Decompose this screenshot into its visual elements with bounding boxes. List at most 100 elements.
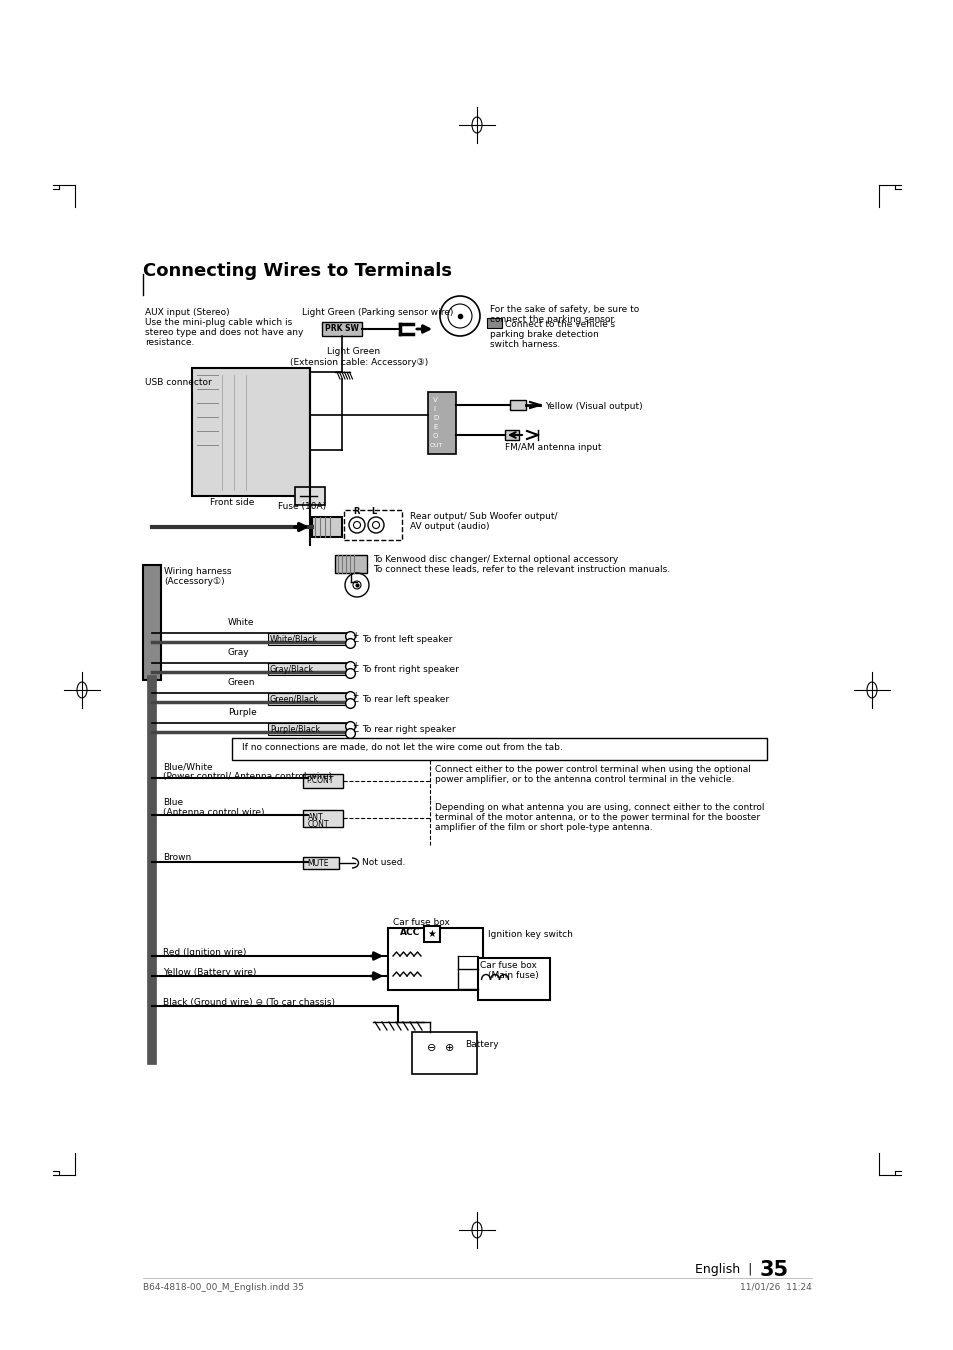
- Text: Use the mini-plug cable which is: Use the mini-plug cable which is: [145, 319, 292, 327]
- Text: To rear right speaker: To rear right speaker: [361, 725, 456, 734]
- Text: E: E: [433, 424, 436, 431]
- Text: Wiring harness: Wiring harness: [164, 567, 232, 576]
- Text: Car fuse box: Car fuse box: [479, 961, 537, 971]
- Bar: [232, 738, 766, 760]
- Text: Connect either to the power control terminal when using the optional: Connect either to the power control term…: [435, 765, 750, 774]
- Bar: [268, 663, 346, 675]
- Text: To connect these leads, refer to the relevant instruction manuals.: To connect these leads, refer to the rel…: [373, 566, 669, 574]
- Text: −: −: [352, 667, 358, 676]
- Bar: [294, 487, 325, 505]
- Bar: [335, 555, 367, 572]
- Text: FM/AM antenna input: FM/AM antenna input: [504, 443, 601, 452]
- Text: +: +: [352, 690, 358, 699]
- Text: ⊕: ⊕: [445, 1044, 455, 1053]
- Bar: [412, 1031, 476, 1075]
- Text: Red (Ignition wire): Red (Ignition wire): [163, 948, 246, 957]
- Text: English  |: English |: [695, 1264, 752, 1276]
- Text: (Accessory①): (Accessory①): [164, 576, 224, 586]
- Bar: [504, 431, 518, 440]
- Text: power amplifier, or to the antenna control terminal in the vehicle.: power amplifier, or to the antenna contr…: [435, 775, 734, 784]
- Text: 35: 35: [760, 1260, 788, 1280]
- Text: Depending on what antenna you are using, connect either to the control: Depending on what antenna you are using,…: [435, 803, 763, 811]
- Text: Black (Ground wire) ⊖ (To car chassis): Black (Ground wire) ⊖ (To car chassis): [163, 998, 335, 1007]
- Text: −: −: [352, 637, 358, 647]
- Text: P.CONT: P.CONT: [306, 776, 333, 784]
- Text: connect the parking sensor.: connect the parking sensor.: [490, 315, 616, 324]
- Text: To front left speaker: To front left speaker: [361, 634, 452, 644]
- Text: OUT: OUT: [430, 443, 443, 448]
- Text: If no connections are made, do not let the wire come out from the tab.: If no connections are made, do not let t…: [242, 743, 562, 752]
- Bar: [303, 857, 338, 869]
- Text: Light Green: Light Green: [327, 347, 379, 356]
- Text: −: −: [352, 698, 358, 706]
- Bar: [486, 319, 501, 328]
- Text: Car fuse box: Car fuse box: [393, 918, 450, 927]
- Text: Connecting Wires to Terminals: Connecting Wires to Terminals: [143, 262, 452, 279]
- Text: PRK SW: PRK SW: [325, 324, 358, 333]
- Text: White: White: [228, 618, 254, 626]
- Bar: [268, 693, 346, 705]
- Text: Purple/Black: Purple/Black: [270, 725, 320, 734]
- Text: ★: ★: [427, 929, 436, 940]
- Text: (Power control/ Antenna control wire): (Power control/ Antenna control wire): [163, 772, 332, 782]
- Text: Fuse (10A): Fuse (10A): [277, 502, 326, 512]
- Text: ACC: ACC: [399, 927, 420, 937]
- Text: Green: Green: [228, 678, 255, 687]
- Bar: [477, 958, 550, 1000]
- Text: (Antenna control wire): (Antenna control wire): [163, 809, 264, 817]
- Bar: [303, 774, 343, 788]
- Text: Front side: Front side: [210, 498, 254, 508]
- Text: R: R: [353, 508, 359, 516]
- Text: O: O: [433, 433, 438, 439]
- Text: Yellow (Battery wire): Yellow (Battery wire): [163, 968, 256, 977]
- Bar: [510, 400, 525, 410]
- Text: +: +: [352, 660, 358, 670]
- Text: Ignition key switch: Ignition key switch: [488, 930, 572, 940]
- Text: parking brake detection: parking brake detection: [490, 329, 598, 339]
- Bar: [344, 510, 401, 540]
- Text: Green/Black: Green/Black: [270, 695, 319, 703]
- Bar: [192, 369, 310, 495]
- Text: AV output (audio): AV output (audio): [410, 522, 489, 531]
- Text: MUTE: MUTE: [307, 859, 328, 868]
- Bar: [143, 566, 161, 680]
- Text: V: V: [433, 397, 437, 404]
- Text: D: D: [433, 414, 437, 421]
- Text: Battery: Battery: [464, 1040, 498, 1049]
- Text: ANT.: ANT.: [308, 813, 325, 822]
- Bar: [312, 517, 341, 537]
- Text: stereo type and does not have any: stereo type and does not have any: [145, 328, 303, 338]
- Text: Blue: Blue: [163, 798, 183, 807]
- Text: Light Green (Parking sensor wire): Light Green (Parking sensor wire): [302, 308, 453, 317]
- Bar: [388, 927, 482, 990]
- Bar: [268, 724, 346, 734]
- Text: L: L: [371, 508, 375, 516]
- Text: For the sake of safety, be sure to: For the sake of safety, be sure to: [490, 305, 639, 315]
- Text: ⊖: ⊖: [427, 1044, 436, 1053]
- Text: Gray: Gray: [228, 648, 250, 657]
- Text: AUX input (Stereo): AUX input (Stereo): [145, 308, 230, 317]
- Text: Yellow (Visual output): Yellow (Visual output): [544, 402, 642, 410]
- Text: terminal of the motor antenna, or to the power terminal for the booster: terminal of the motor antenna, or to the…: [435, 813, 760, 822]
- Text: USB connector: USB connector: [145, 378, 212, 387]
- Text: switch harness.: switch harness.: [490, 340, 559, 350]
- Text: +: +: [352, 630, 358, 640]
- Bar: [322, 323, 361, 336]
- Text: Purple: Purple: [228, 707, 256, 717]
- Text: resistance.: resistance.: [145, 338, 194, 347]
- Bar: [303, 810, 343, 828]
- Text: Rear output/ Sub Woofer output/: Rear output/ Sub Woofer output/: [410, 512, 557, 521]
- Text: +: +: [352, 721, 358, 729]
- Text: CONT: CONT: [308, 819, 329, 829]
- Bar: [268, 633, 346, 645]
- Text: Blue/White: Blue/White: [163, 761, 213, 771]
- Text: Not used.: Not used.: [361, 859, 405, 867]
- Text: To rear left speaker: To rear left speaker: [361, 695, 449, 703]
- Text: −: −: [352, 728, 358, 737]
- Text: (Main fuse): (Main fuse): [488, 971, 538, 980]
- Text: Gray/Black: Gray/Black: [270, 666, 314, 674]
- Text: To Kenwood disc changer/ External optional accessory: To Kenwood disc changer/ External option…: [373, 555, 618, 564]
- Text: White/Black: White/Black: [270, 634, 317, 644]
- Text: I: I: [433, 406, 435, 412]
- Text: amplifier of the film or short pole-type antenna.: amplifier of the film or short pole-type…: [435, 824, 652, 832]
